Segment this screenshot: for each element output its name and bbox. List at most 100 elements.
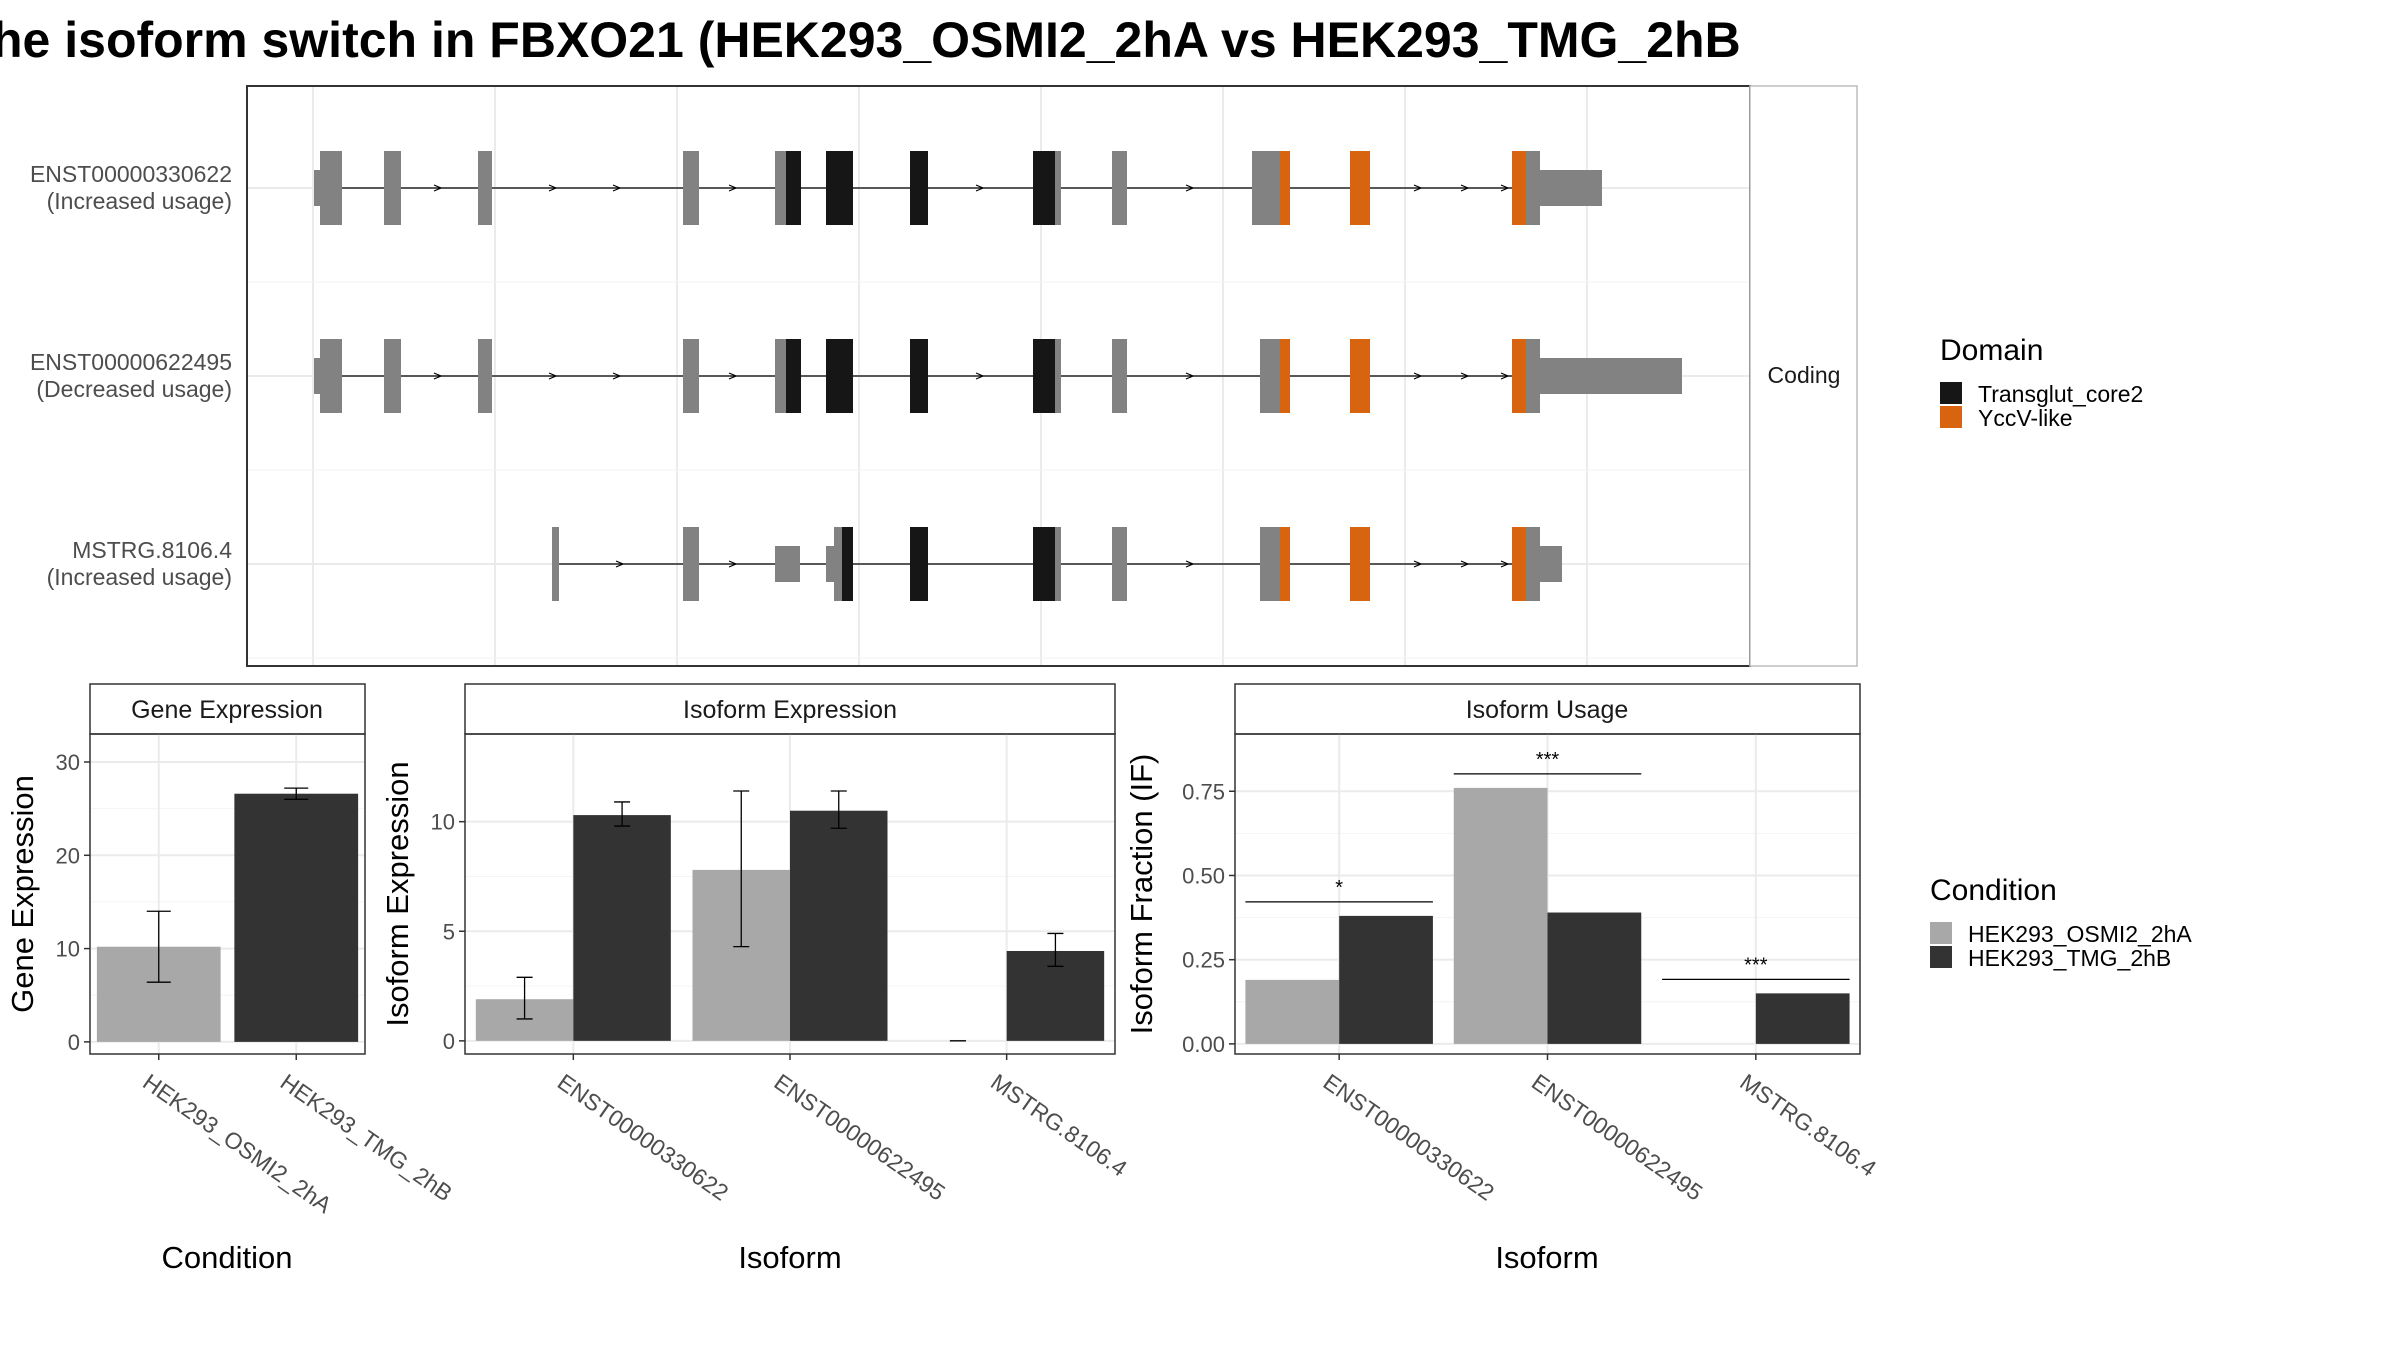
domain-legend-label-transglut: Transglut_core2 — [1978, 381, 2143, 407]
bar — [1453, 787, 1548, 1044]
yccv-domain-exon — [1280, 339, 1290, 413]
condition-legend-title: Condition — [1930, 874, 2057, 907]
yccv-domain-exon — [1350, 339, 1370, 413]
y-tick-label: 30 — [56, 750, 80, 775]
structure-strip — [1749, 85, 1858, 667]
coding-exon — [1260, 527, 1280, 601]
structure-panel: Coding ENST00000330622 (Increased usage)… — [30, 85, 1858, 667]
strand-arrow — [1460, 560, 1470, 568]
strand-arrow — [612, 184, 622, 192]
coding-exon — [683, 527, 699, 601]
y-tick-label: 20 — [56, 843, 80, 868]
utr-block — [775, 546, 800, 582]
x-tick-label: MSTRG.8106.4 — [1735, 1069, 1881, 1182]
transglut-domain-exon — [786, 151, 801, 225]
transglut-domain-exon — [910, 527, 928, 601]
significance-label: *** — [1536, 749, 1560, 771]
strand-arrow — [612, 372, 622, 380]
strand-arrow — [975, 372, 985, 380]
isoform-usage-chart: Isoform Usage 0.00 0.25 0.50 0.75 ENST000003… — [1124, 683, 1881, 1275]
condition-legend-label-tmg: HEK293_TMG_2hB — [1968, 945, 2171, 971]
strand-arrow — [548, 184, 558, 192]
isoform-expression-title: Isoform Expression — [683, 696, 897, 724]
transglut-domain-exon — [910, 339, 928, 413]
transcript-model-3 — [552, 527, 1562, 601]
coding-exon — [320, 339, 342, 413]
isoform-expression-panel-border — [464, 733, 1116, 1055]
strand-arrow — [1185, 560, 1195, 568]
structure-strip-label: Coding — [1768, 362, 1841, 388]
condition-legend: Condition HEK293_OSMI2_2hA HEK293_TMG_2h… — [1930, 874, 2192, 971]
transcript-model-1 — [314, 151, 1602, 225]
strand-arrow — [1500, 184, 1510, 192]
coding-exon — [478, 339, 492, 413]
gene-expression-x-title: Condition — [162, 1240, 293, 1275]
transglut-domain-exon — [826, 151, 853, 225]
y-tick-label: 0.25 — [1182, 948, 1225, 973]
transcript-label-3-usage: (Increased usage) — [47, 564, 232, 590]
coding-exon — [1526, 527, 1540, 601]
y-tick-label: 0.75 — [1182, 779, 1225, 804]
isoform-expression-chart: Isoform Expression 0 5 10 ENST00000330622 EN… — [380, 683, 1132, 1275]
isoform-usage-plot: 0.00 0.25 0.50 0.75 ENST00000330622 ENST00000… — [1182, 734, 1881, 1206]
gene-expression-strip — [89, 683, 366, 735]
utr-block — [314, 358, 322, 394]
coding-exon — [1526, 339, 1540, 413]
transcript-label-2-usage: (Decreased usage) — [36, 376, 232, 402]
bar — [234, 793, 359, 1042]
gene-expression-title: Gene Expression — [131, 696, 323, 724]
y-tick-label: 5 — [443, 919, 455, 944]
transcript-label-2-id: ENST00000622495 — [30, 349, 232, 375]
transcript-label-1-id: ENST00000330622 — [30, 161, 232, 187]
coding-exon — [1055, 527, 1061, 601]
strand-arrow — [548, 372, 558, 380]
coding-exon — [384, 339, 401, 413]
significance-label: * — [1335, 877, 1343, 899]
coding-exon — [683, 151, 699, 225]
coding-exon — [320, 151, 342, 225]
isoform-expression-plot: 0 5 10 ENST00000330622 ENST00000622495 MSTRG.… — [431, 734, 1132, 1206]
transglut-domain-exon — [910, 151, 928, 225]
domain-legend-key-yccv — [1940, 406, 1962, 428]
transcript-label-1-usage: (Increased usage) — [47, 188, 232, 214]
coding-exon — [1112, 151, 1127, 225]
coding-exon — [384, 151, 401, 225]
transcript-label-3-id: MSTRG.8106.4 — [72, 537, 232, 563]
condition-legend-label-osmi: HEK293_OSMI2_2hA — [1968, 921, 2192, 947]
isoform-expression-y-title: Isoform Expression — [380, 761, 415, 1026]
strand-arrow — [1500, 372, 1510, 380]
domain-legend: Domain Transglut_core2 YccV-like — [1940, 334, 2143, 431]
strand-arrow — [975, 184, 985, 192]
domain-legend-key-transglut — [1940, 382, 1962, 404]
yccv-domain-exon — [1512, 339, 1526, 413]
coding-exon — [1526, 151, 1540, 225]
strand-arrow — [1460, 372, 1470, 380]
strand-arrow — [615, 560, 625, 568]
domain-legend-label-yccv: YccV-like — [1978, 405, 2073, 431]
strand-arrow — [728, 372, 738, 380]
bar — [1547, 912, 1642, 1044]
yccv-domain-exon — [1280, 527, 1290, 601]
strand-arrow — [1185, 184, 1195, 192]
strand-arrow — [1500, 560, 1510, 568]
transglut-domain-exon — [786, 339, 801, 413]
x-tick-label: ENST00000622495 — [1527, 1069, 1707, 1206]
utr-block — [1540, 358, 1682, 394]
significance-label: *** — [1744, 954, 1768, 976]
coding-exon — [834, 527, 842, 601]
transglut-domain-exon — [1033, 339, 1055, 413]
isoform-usage-y-title: Isoform Fraction (IF) — [1124, 754, 1159, 1035]
gene-expression-y-title: Gene Expression — [5, 775, 40, 1013]
transglut-domain-exon — [1033, 527, 1055, 601]
x-tick-label: ENST00000622495 — [769, 1069, 949, 1206]
isoform-usage-strip — [1234, 683, 1861, 735]
bar — [790, 810, 888, 1041]
coding-exon — [1055, 151, 1061, 225]
figure-title: he isoform switch in FBXO21 (HEK293_OSMI… — [0, 12, 1741, 68]
isoform-expression-strip — [464, 683, 1116, 735]
coding-exon — [775, 339, 786, 413]
isoform-usage-title: Isoform Usage — [1466, 696, 1629, 724]
y-tick-label: 0 — [68, 1030, 80, 1055]
coding-exon — [552, 527, 559, 601]
